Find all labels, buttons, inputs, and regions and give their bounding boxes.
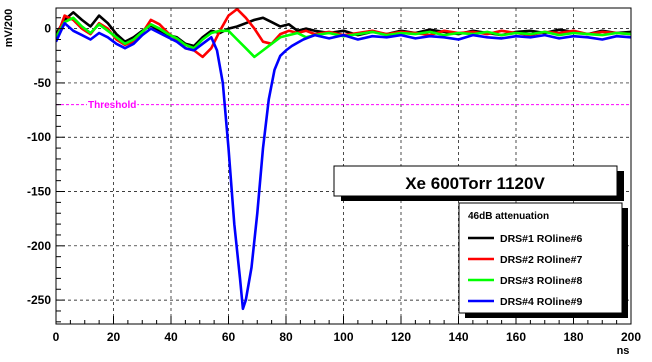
x-tick-label: 160 bbox=[506, 330, 526, 344]
legend-label-3: DRS#3 ROline#8 bbox=[500, 275, 582, 287]
legend-title: 46dB attenuation bbox=[468, 211, 549, 222]
x-tick-label: 0 bbox=[53, 330, 60, 344]
x-axis-label: ns bbox=[617, 345, 630, 357]
legend: 46dB attenuation DRS#1 ROline#6 DRS#2 ROl… bbox=[458, 202, 628, 318]
legend-label-2: DRS#2 ROline#7 bbox=[500, 254, 582, 266]
y-tick-label: -200 bbox=[27, 239, 51, 253]
x-tick-label: 80 bbox=[279, 330, 293, 344]
legend-label-4: DRS#4 ROline#9 bbox=[500, 296, 582, 308]
y-tick-label: -100 bbox=[27, 130, 51, 144]
y-tick-label: -250 bbox=[27, 293, 51, 307]
y-tick-label: -150 bbox=[27, 185, 51, 199]
x-tick-label: 40 bbox=[164, 330, 178, 344]
series-line-3 bbox=[56, 16, 631, 59]
threshold: Threshold bbox=[56, 100, 631, 112]
x-tick-label: 200 bbox=[621, 330, 641, 344]
x-tick-label: 120 bbox=[391, 330, 411, 344]
tick-labels: 0 20 40 60 80 100 120 140 160 180 200 0 -50 -100 -150 -… bbox=[27, 22, 641, 344]
x-tick-label: 100 bbox=[333, 330, 353, 344]
series-lines bbox=[56, 8, 631, 311]
y-tick-label: -50 bbox=[34, 76, 52, 90]
x-tick-label: 20 bbox=[107, 330, 121, 344]
x-tick-label: 60 bbox=[222, 330, 236, 344]
series-line-4 bbox=[56, 21, 631, 311]
x-tick-label: 140 bbox=[448, 330, 468, 344]
threshold-label-bg bbox=[87, 100, 138, 112]
chart-title: Xe 600Torr 1120V bbox=[405, 174, 545, 193]
legend-label-1: DRS#1 ROline#6 bbox=[500, 233, 582, 245]
threshold-label: Threshold bbox=[88, 100, 136, 111]
axis-ticks bbox=[55, 17, 632, 324]
x-tick-label: 180 bbox=[563, 330, 583, 344]
y-tick-label: 0 bbox=[44, 22, 51, 36]
series-line-2 bbox=[56, 8, 631, 59]
title-box: Xe 600Torr 1120V bbox=[333, 165, 624, 201]
y-axis-label: mV/200 bbox=[3, 9, 15, 48]
